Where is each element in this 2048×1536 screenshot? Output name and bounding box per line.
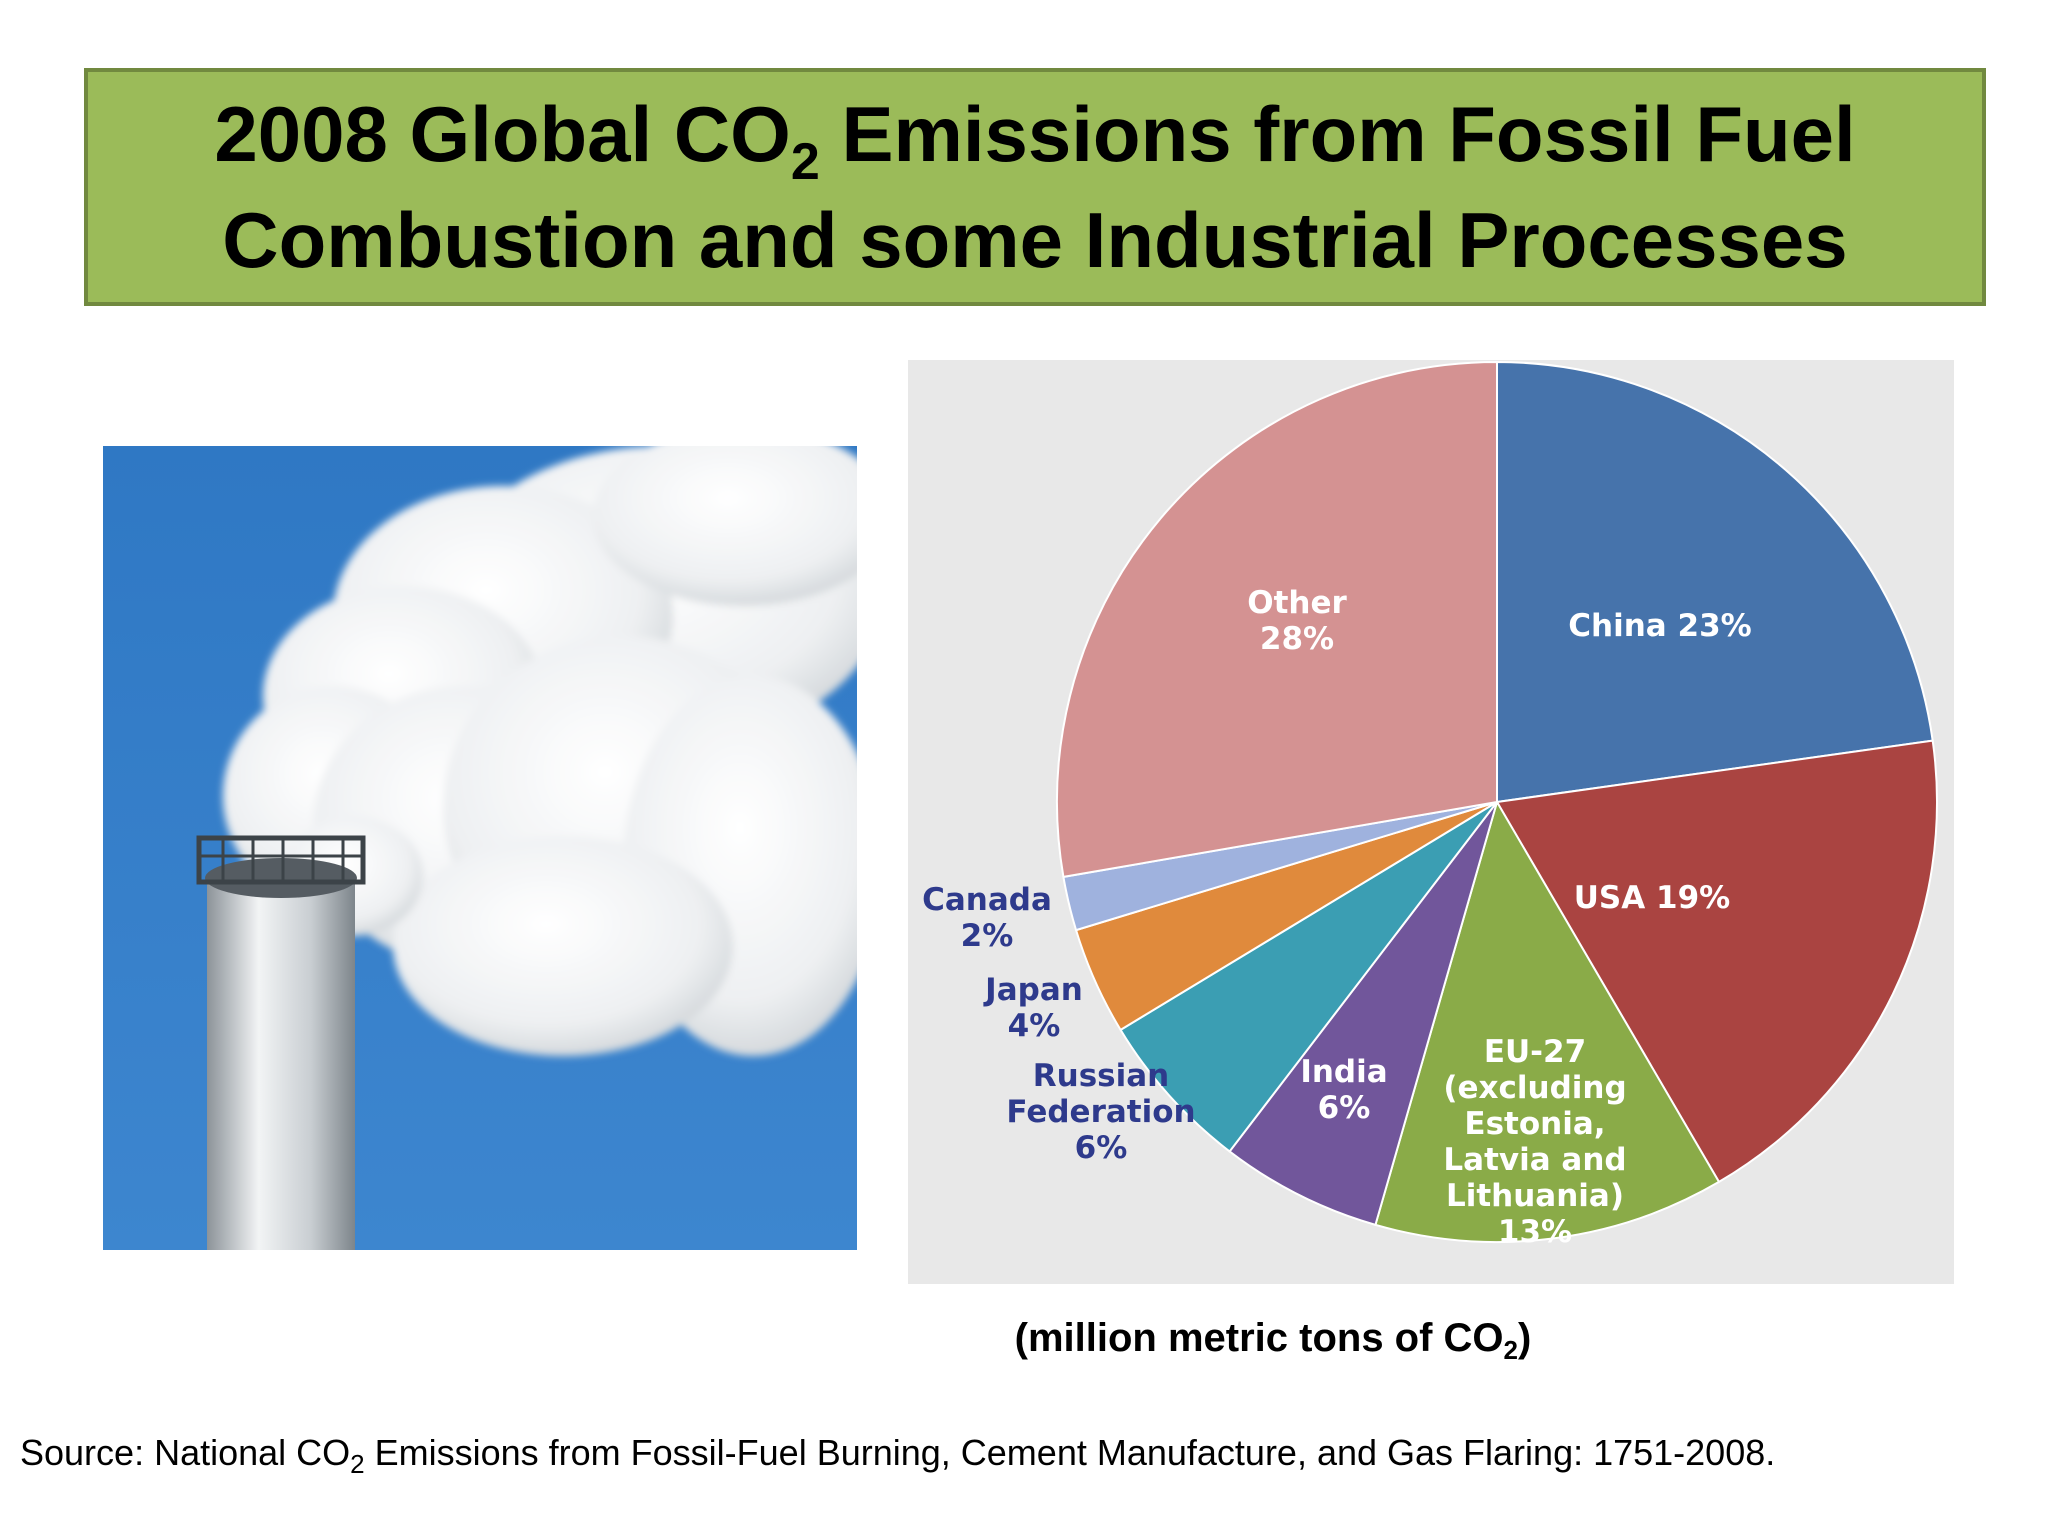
pie-label-canada: Canada 2%	[922, 882, 1052, 954]
pie-label-eu-27: EU-27 (excluding Estonia, Latvia and Lithuan…	[1443, 1034, 1626, 1250]
pie-slice-eu-27	[1374, 799, 1721, 1243]
pie-label-russian-federation: Russian Federation 6%	[1006, 1058, 1195, 1166]
pie-slice-usa	[1495, 739, 1938, 1184]
slide-title: 2008 Global CO2 Emissions from Fossil Fu…	[84, 68, 1986, 306]
units-note: (million metric tons of CO2)	[1014, 1316, 1532, 1365]
pie-slice-other	[1056, 360, 1498, 879]
pie-labels: China 23% USA 19% EU-27 (excluding Estonia, L…	[922, 585, 1752, 1250]
pie-label-japan: Japan 4%	[983, 972, 1083, 1044]
title-line-2: Combustion and some Industrial Processes	[222, 196, 1848, 284]
pie-chart-panel: China 23% USA 19% EU-27 (excluding Estonia, L…	[908, 360, 1954, 1284]
pie-label-china: China 23%	[1568, 608, 1751, 644]
smokestack-illustration	[103, 446, 857, 1250]
pie-label-other: Other 28%	[1247, 585, 1347, 657]
pie-slices	[1056, 360, 1938, 1243]
title-line-1: 2008 Global CO2 Emissions from Fossil Fu…	[214, 90, 1856, 191]
pie-label-india: India 6%	[1300, 1054, 1387, 1126]
smokestack-photo	[103, 446, 857, 1250]
pie-slice-india	[1228, 801, 1498, 1227]
pie-label-usa: USA 19%	[1574, 880, 1730, 916]
pie-slice-china	[1496, 360, 1934, 804]
pie-slice-russian-federation	[1119, 801, 1498, 1153]
source-citation: Source: National CO2 Emissions from Foss…	[20, 1432, 1776, 1479]
pie-chart: China 23% USA 19% EU-27 (excluding Estonia, L…	[922, 360, 1938, 1250]
